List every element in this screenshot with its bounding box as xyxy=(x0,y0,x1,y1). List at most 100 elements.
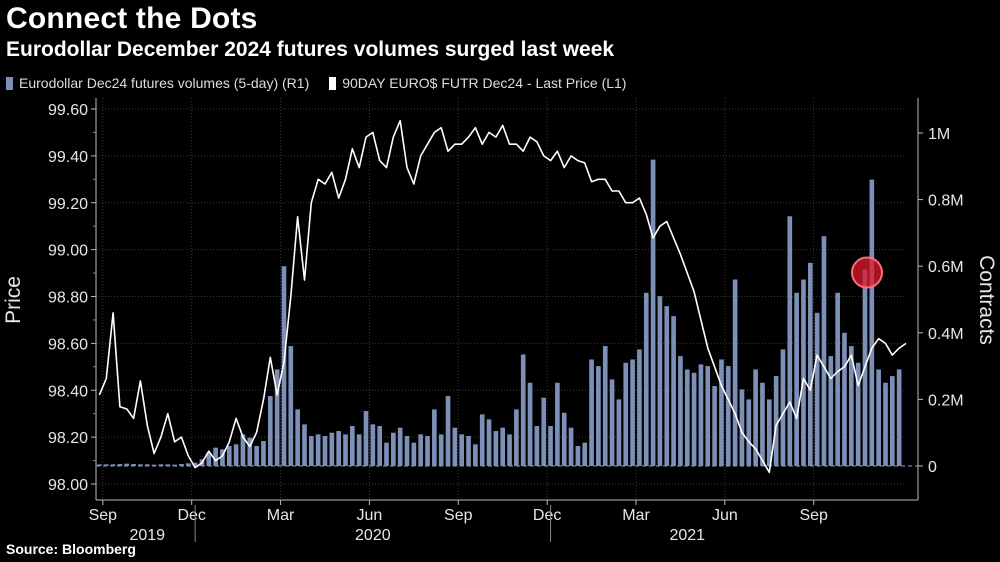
right-tick-label: 0.2M xyxy=(928,392,964,409)
y-axis-title-right: Contracts xyxy=(975,255,998,345)
volume-bar xyxy=(254,446,259,466)
source-note: Source: Bloomberg xyxy=(6,541,136,557)
volume-bar xyxy=(452,427,458,466)
volume-bar xyxy=(596,366,601,466)
volume-bar xyxy=(350,426,355,466)
volume-bar xyxy=(787,216,793,466)
volume-bar xyxy=(746,399,752,466)
volume-bar xyxy=(664,306,670,466)
left-tick-label: 98.80 xyxy=(48,290,88,307)
volume-bar xyxy=(103,464,109,466)
volume-bar xyxy=(117,464,123,466)
volume-bar xyxy=(637,349,642,466)
volume-bar xyxy=(705,366,711,466)
volume-bar xyxy=(343,434,348,466)
volume-bar xyxy=(151,464,157,466)
volume-bar xyxy=(835,292,840,466)
volume-bar xyxy=(616,399,622,466)
volume-bar xyxy=(698,364,704,466)
x-month-label: Mar xyxy=(267,507,295,524)
volume-bar xyxy=(869,179,875,466)
volume-bar xyxy=(527,382,533,466)
left-tick-label: 98.20 xyxy=(48,430,88,447)
x-month-label: Dec xyxy=(533,507,561,524)
price-line xyxy=(98,119,907,474)
volume-bar xyxy=(678,356,683,466)
volume-bar xyxy=(308,436,314,466)
x-year-label: 2021 xyxy=(669,527,705,544)
volume-bar xyxy=(158,464,164,466)
volume-bar xyxy=(657,296,663,466)
y-axis-title-left: Price xyxy=(2,276,25,324)
volume-bar xyxy=(773,376,779,466)
left-tick-label: 99.40 xyxy=(48,149,88,166)
volume-bar xyxy=(220,449,225,466)
volume-bar xyxy=(110,464,116,466)
volume-bar xyxy=(466,436,471,466)
left-tick-label: 98.40 xyxy=(48,383,88,400)
right-tick-label: 0.8M xyxy=(928,193,964,210)
volume-bar xyxy=(165,464,171,466)
volume-bar xyxy=(541,397,547,466)
volume-bar xyxy=(432,409,437,466)
legend-bar-label: Eurodollar Dec24 futures volumes (5-day)… xyxy=(19,75,310,91)
volume-bar xyxy=(226,446,232,466)
volume-bar xyxy=(247,437,253,466)
volume-bar xyxy=(602,346,608,466)
volume-bar xyxy=(274,369,280,466)
volume-bar xyxy=(739,389,745,466)
volume-bar xyxy=(630,359,635,466)
volume-bar xyxy=(691,372,697,466)
volume-bar xyxy=(124,463,130,466)
x-month-label: Sep xyxy=(444,507,473,524)
volume-bar xyxy=(794,292,799,466)
volume-bar xyxy=(514,409,519,466)
volume-bar xyxy=(883,382,888,466)
volume-bar xyxy=(131,464,136,466)
volume-bar xyxy=(671,316,676,466)
volume-bar xyxy=(384,442,389,466)
volume-bar xyxy=(534,426,540,466)
volume-bar xyxy=(650,159,656,466)
legend-line-swatch xyxy=(329,76,337,90)
volume-bar xyxy=(561,412,567,466)
x-month-label: Sep xyxy=(799,507,828,524)
left-tick-label: 99.00 xyxy=(48,243,88,260)
volume-bar xyxy=(643,292,649,466)
volume-bar xyxy=(370,424,376,466)
volume-bar xyxy=(185,463,191,466)
volume-bar xyxy=(719,359,724,466)
volume-bar xyxy=(890,376,895,466)
legend-line-label: 90DAY EURO$ FUTR Dec24 - Last Price (L1) xyxy=(342,75,627,91)
volume-bar xyxy=(144,464,150,466)
chart-subtitle: Eurodollar December 2024 futures volumes… xyxy=(6,38,615,61)
x-month-label: Jun xyxy=(712,507,738,524)
volume-bar xyxy=(322,436,328,466)
volume-bar xyxy=(896,369,902,466)
volume-bar xyxy=(295,409,300,466)
volume-bar xyxy=(684,369,690,466)
volume-bar xyxy=(302,424,307,466)
legend-bar-swatch xyxy=(6,76,13,90)
volume-bar xyxy=(356,434,362,466)
volume-bar xyxy=(479,414,485,466)
right-tick-label: 0.6M xyxy=(928,259,964,276)
volume-bar xyxy=(329,432,335,466)
volume-bar xyxy=(97,464,102,466)
volume-bar xyxy=(876,369,881,466)
legend: Eurodollar Dec24 futures volumes (5-day)… xyxy=(6,75,626,91)
volume-bar xyxy=(725,366,731,466)
volume-bar xyxy=(336,431,341,466)
left-tick-label: 99.60 xyxy=(48,102,88,119)
volume-bar xyxy=(315,434,321,466)
chart-title: Connect the Dots xyxy=(6,2,258,35)
volume-bar xyxy=(261,441,266,466)
volume-bar xyxy=(377,426,382,466)
volume-bar xyxy=(807,262,813,466)
volume-bar xyxy=(582,442,588,466)
volume-bar xyxy=(445,396,451,466)
volume-bar xyxy=(267,396,273,466)
volume-bar xyxy=(842,332,847,466)
volume-bar xyxy=(609,379,615,466)
right-tick-label: 1M xyxy=(928,126,950,143)
